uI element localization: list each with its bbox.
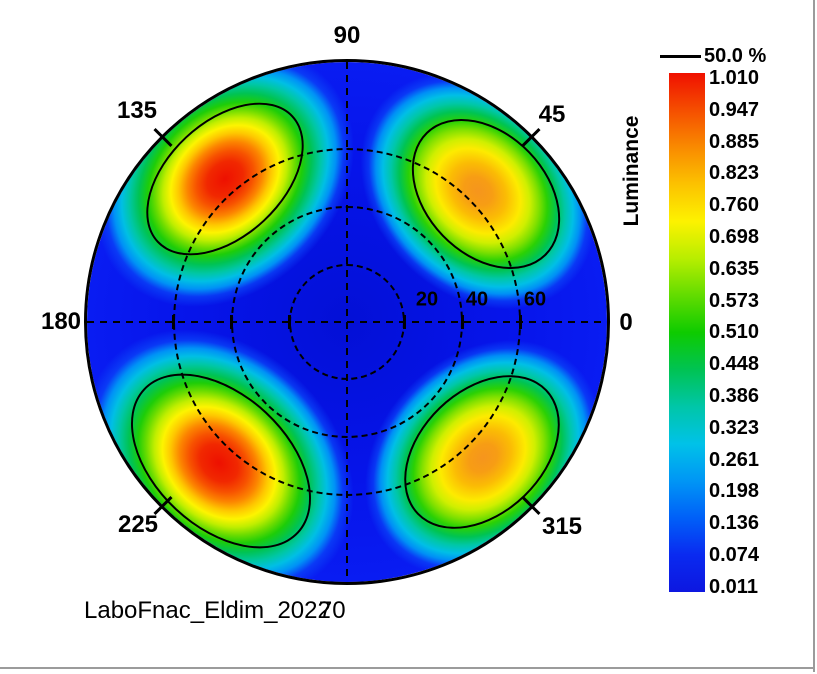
- colorbar-tick: 0.510: [709, 321, 760, 343]
- colorbar-tick: 0.074: [709, 544, 760, 566]
- colorbar-tick: 0.635: [709, 258, 760, 280]
- polar-outline: [84, 59, 610, 585]
- colorbar-tick: 0.136: [709, 512, 760, 534]
- colorbar-tick: 0.323: [709, 417, 760, 439]
- angle-label-315: 315: [541, 513, 583, 540]
- angle-label-45: 45: [538, 101, 566, 128]
- colorbar-tick: 0.198: [709, 480, 760, 502]
- radial-label-20: 20: [415, 288, 439, 311]
- angle-label-180: 180: [40, 308, 82, 335]
- colorbar-tick: 0.573: [709, 290, 760, 312]
- colorbar-tick: 0.698: [709, 226, 760, 248]
- colorbar-tick: 0.011: [709, 576, 758, 598]
- colorbar-gradient: [669, 73, 705, 592]
- contour-legend-label: 50.0 %: [704, 45, 767, 67]
- radial-label-60: 60: [523, 288, 547, 311]
- radial-label-40: 40: [465, 288, 489, 311]
- caption-main: LaboFnac_Eldim_2022: [84, 597, 331, 624]
- colorbar-tick: 0.947: [709, 99, 760, 121]
- contour-legend-line: [660, 55, 701, 58]
- colorbar-tick: 0.885: [709, 131, 760, 153]
- colorbar-tick: 0.386: [709, 385, 760, 407]
- colorbar-tick: 0.261: [709, 449, 760, 471]
- panel-right-edge: [813, 0, 815, 672]
- colorbar-tick: 0.760: [709, 194, 760, 216]
- colorbar-tick: 0.448: [709, 353, 760, 375]
- angle-label-0: 0: [619, 309, 633, 336]
- angle-label-90: 90: [333, 22, 361, 49]
- colorbar-title: Luminance: [620, 115, 643, 227]
- colorbar-tick: 1.010: [709, 67, 760, 89]
- caption-overlap: 70: [318, 597, 346, 624]
- angle-label-225: 225: [117, 511, 159, 538]
- panel-bottom-edge: [0, 667, 815, 669]
- measurement-caption: LaboFnac_Eldim_202270: [84, 597, 346, 625]
- angle-label-135: 135: [116, 97, 158, 124]
- colorbar-tick: 0.823: [709, 162, 760, 184]
